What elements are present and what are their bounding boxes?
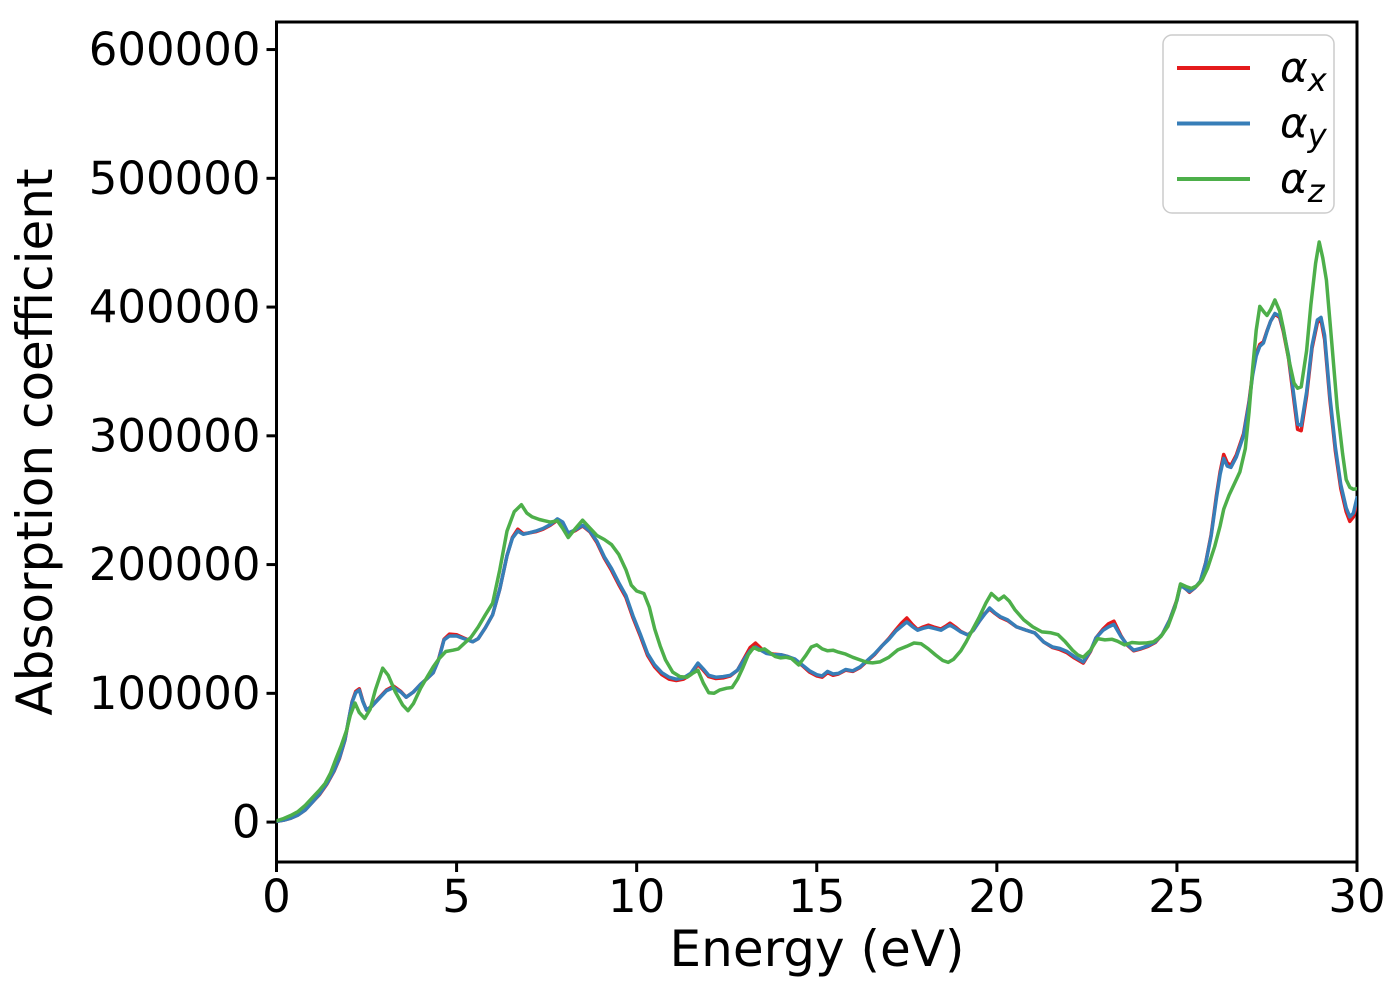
y-tick-label: 200000 — [89, 538, 261, 591]
series-line-alpha_z — [276, 240, 1357, 823]
series-line-alpha_x — [276, 312, 1357, 824]
legend-label-alpha-x: αx — [1280, 43, 1328, 99]
y-tick-label: 300000 — [89, 409, 261, 462]
y-axis-label: Absorption coefficient — [6, 168, 64, 715]
series-line-alpha_y — [276, 311, 1357, 824]
x-tick-label: 20 — [968, 870, 1025, 923]
x-tick-label: 10 — [608, 870, 665, 923]
y-tick-label: 400000 — [89, 281, 261, 334]
axes: 0 5 10 15 20 25 30 0 100000 200000 300000 400000 500… — [89, 20, 1386, 923]
x-tick-label: 5 — [442, 870, 471, 923]
y-tick-label: 600000 — [89, 23, 261, 76]
y-tick-label: 0 — [232, 796, 261, 849]
x-tick-label: 15 — [788, 870, 845, 923]
legend-label-alpha-z: αz — [1280, 154, 1326, 210]
x-tick-label: 30 — [1328, 870, 1385, 923]
series-lines — [276, 240, 1357, 824]
legend-label-alpha-y: αy — [1280, 99, 1328, 155]
x-tick-label: 25 — [1148, 870, 1205, 923]
x-axis-label: Energy (eV) — [670, 920, 965, 978]
y-tick-label: 100000 — [89, 667, 261, 720]
y-tick-label: 500000 — [89, 152, 261, 205]
x-tick-label: 0 — [262, 870, 291, 923]
